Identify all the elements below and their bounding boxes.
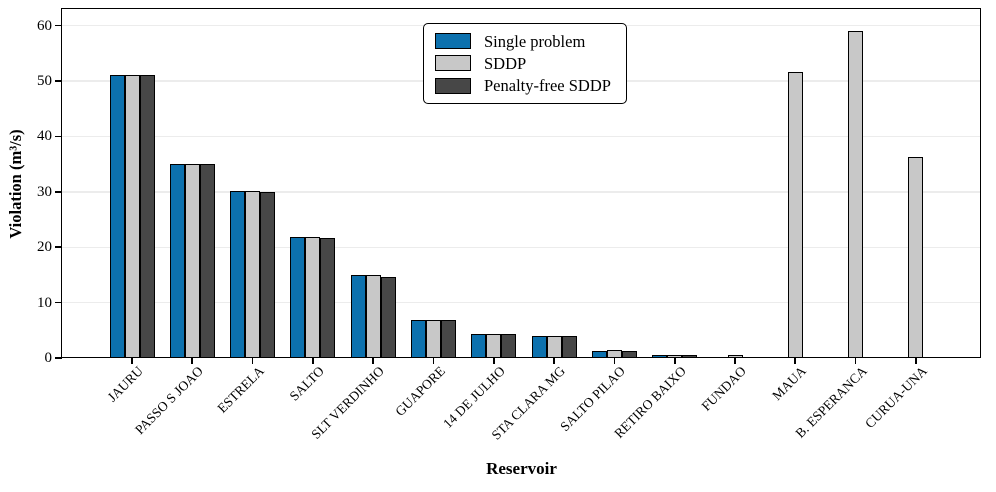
x-tick-mark (854, 358, 857, 364)
y-gridline (62, 301, 980, 304)
bar (320, 237, 336, 358)
x-tick-label: ESTRELA (213, 363, 267, 416)
x-tick-label: FUNDAO (698, 363, 749, 414)
bar (124, 75, 140, 358)
y-tick-mark (55, 357, 62, 359)
bar (169, 164, 185, 358)
x-tick-mark (734, 358, 736, 364)
x-tick-mark (191, 358, 194, 364)
bar (305, 236, 321, 358)
x-tick-mark (251, 358, 254, 364)
x-tick-mark (492, 358, 495, 364)
bar (184, 164, 200, 358)
bar (290, 236, 306, 358)
bar (561, 336, 577, 358)
bar (546, 336, 562, 358)
y-tick-label: 20 (37, 239, 52, 256)
x-tick-mark (613, 358, 616, 364)
bar (621, 350, 637, 358)
bar (350, 275, 366, 358)
bar (787, 71, 803, 358)
bar (591, 350, 607, 358)
bar (230, 190, 246, 358)
y-tick-mark (55, 24, 62, 27)
bar (109, 75, 125, 358)
x-tick-label: GUAPORE (391, 363, 448, 419)
legend-item: Penalty-free SDDP (435, 76, 626, 95)
bar (245, 190, 261, 358)
legend-label: Penalty-free SDDP (484, 76, 611, 96)
y-tick-mark (55, 246, 62, 249)
bar (606, 350, 622, 358)
y-gridline (62, 191, 980, 193)
bar (486, 333, 502, 358)
bar (441, 319, 456, 358)
legend-swatch (435, 77, 471, 94)
bar (260, 191, 276, 358)
x-tick-mark (553, 358, 555, 364)
bar (139, 75, 155, 358)
legend: Single problem SDDP Penalty-free SDDP (423, 23, 627, 104)
y-gridline (62, 246, 980, 248)
legend-label: SDDP (484, 53, 527, 73)
x-tick-label: JAURU (104, 363, 146, 405)
y-tick-mark (55, 301, 62, 304)
bar (908, 157, 924, 358)
bar (652, 354, 668, 358)
x-tick-mark (131, 358, 133, 364)
x-tick-mark (915, 358, 917, 364)
y-gridline (62, 135, 980, 138)
x-tick-mark (432, 358, 435, 364)
legend-item: SDDP (435, 54, 626, 73)
bar (365, 275, 381, 358)
bar (501, 333, 517, 358)
legend-label: Single problem (484, 31, 586, 51)
x-tick-label: SALTO (286, 363, 327, 404)
y-tick-label: 60 (37, 17, 52, 34)
bar (199, 164, 215, 358)
x-axis-title: Reservoir (486, 459, 557, 478)
bar (411, 319, 426, 358)
x-tick-label: MAUA (769, 363, 810, 404)
y-tick-mark (55, 80, 62, 82)
bar (380, 276, 396, 358)
y-tick-label: 0 (44, 350, 53, 366)
legend-swatch (435, 33, 471, 50)
bar (531, 336, 547, 358)
y-tick-label: 10 (37, 294, 52, 311)
x-tick-mark (372, 358, 375, 364)
y-tick-label: 50 (37, 73, 52, 90)
bar (682, 354, 698, 358)
y-tick-mark (55, 190, 62, 193)
x-tick-mark (794, 358, 797, 364)
x-tick-mark (673, 358, 676, 364)
y-tick-label: 40 (37, 128, 52, 145)
y-tick-label: 30 (37, 183, 52, 200)
legend-item: Single problem (435, 32, 626, 51)
x-tick-mark (312, 358, 314, 364)
bar (471, 333, 487, 358)
bar (426, 319, 441, 358)
bar (848, 30, 864, 358)
x-tick-label: CURUA-UNA (861, 363, 930, 432)
y-tick-mark (55, 135, 62, 138)
legend-swatch (435, 55, 471, 72)
